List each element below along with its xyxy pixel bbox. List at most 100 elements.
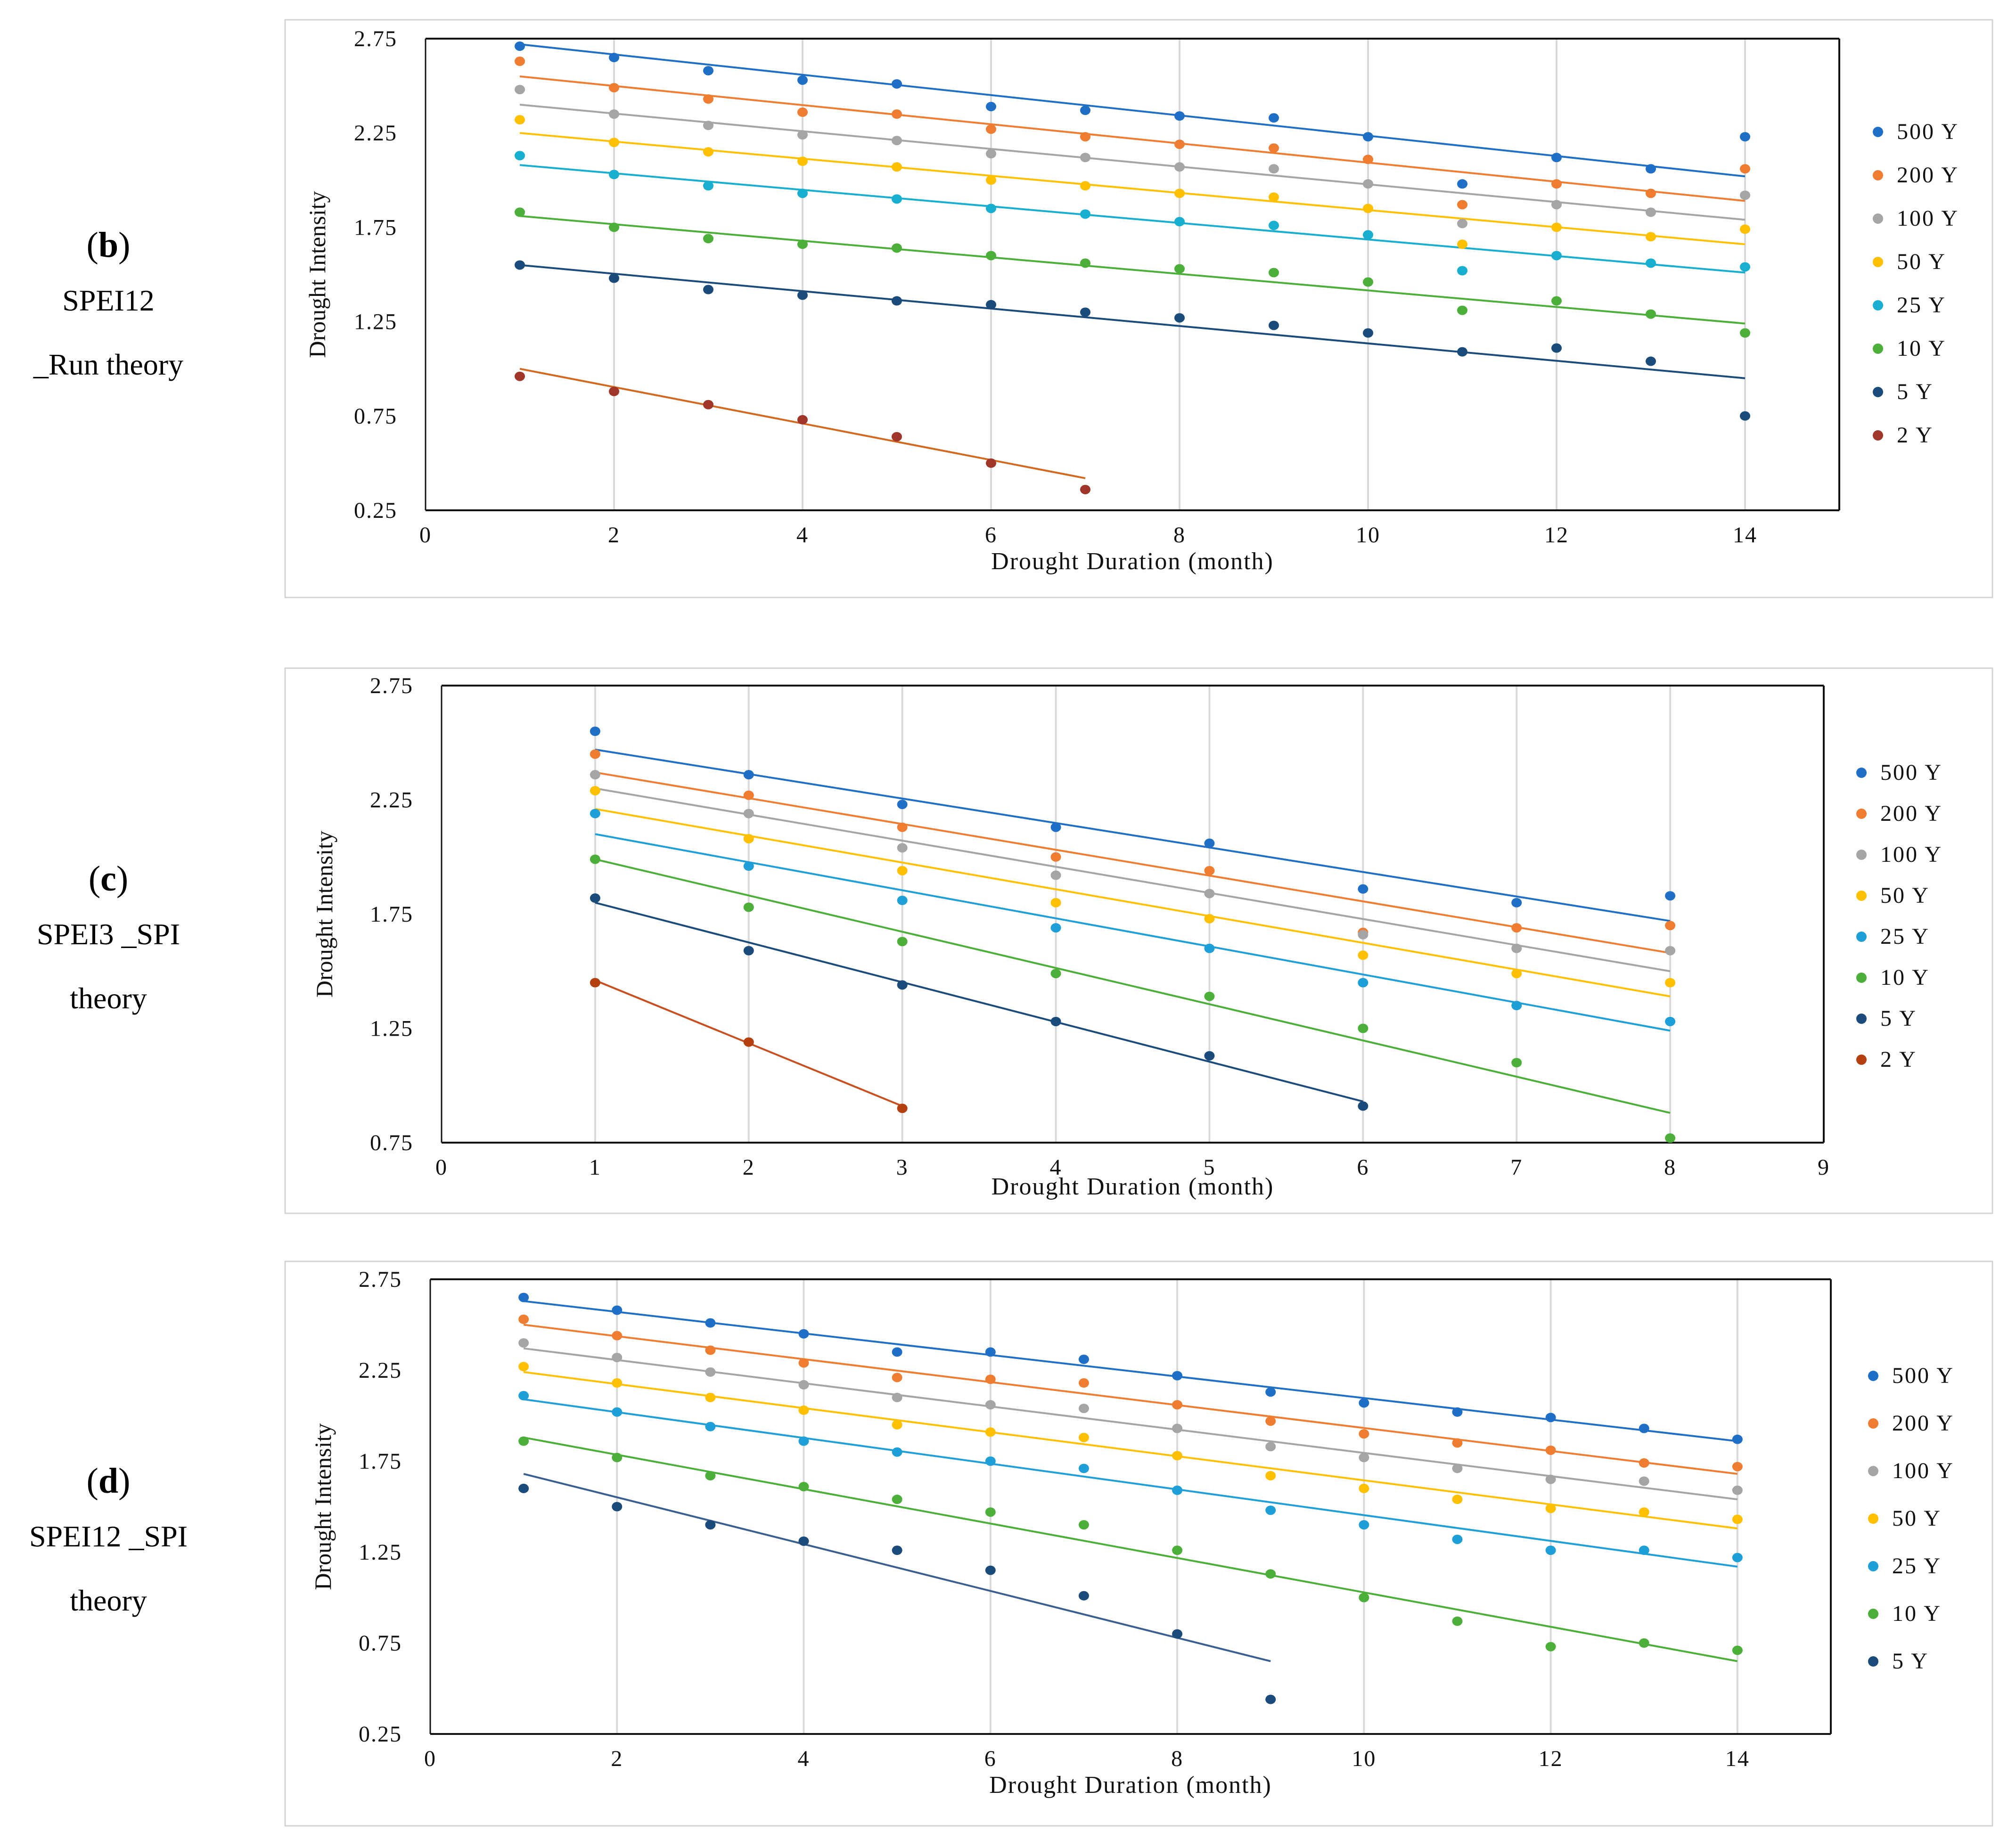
panel-letter: (d) xyxy=(86,1461,131,1501)
data-point xyxy=(892,1392,902,1402)
data-point xyxy=(1265,1694,1276,1704)
legend-marker xyxy=(1856,1055,1867,1065)
data-point xyxy=(1172,1371,1183,1381)
data-point xyxy=(1172,1545,1183,1555)
data-point xyxy=(705,1318,716,1328)
data-point xyxy=(797,239,808,249)
data-point xyxy=(797,290,808,300)
x-tick-label: 2 xyxy=(743,1155,755,1180)
data-point xyxy=(590,978,600,988)
y-tick-label: 0.25 xyxy=(354,498,397,523)
panel-label-d: (d) SPEI12 _SPI theory xyxy=(0,1457,217,1633)
x-tick-label: 4 xyxy=(796,523,809,548)
data-point xyxy=(515,85,525,95)
legend-marker xyxy=(1873,127,1883,137)
y-axis-title: Drought Intensity xyxy=(311,831,337,998)
data-point xyxy=(1646,258,1656,268)
data-point xyxy=(1204,991,1215,1001)
data-point xyxy=(1732,1462,1743,1472)
data-point xyxy=(1080,258,1090,268)
x-tick-label: 9 xyxy=(1818,1155,1830,1180)
data-point xyxy=(798,1358,809,1368)
x-tick-label: 0 xyxy=(435,1155,448,1180)
data-point xyxy=(1050,898,1061,908)
legend-marker xyxy=(1868,1371,1878,1381)
chart-frame xyxy=(284,19,1993,598)
data-point xyxy=(892,79,902,89)
data-point xyxy=(1551,222,1562,232)
data-point xyxy=(986,300,996,310)
data-point xyxy=(703,94,713,104)
data-point xyxy=(897,937,908,947)
data-point xyxy=(590,893,600,903)
legend-marker xyxy=(1856,891,1867,901)
legend-label: 500 Y xyxy=(1892,1363,1954,1388)
y-tick-label: 2.75 xyxy=(370,673,413,698)
data-point xyxy=(1740,328,1750,338)
data-point xyxy=(1358,930,1369,940)
data-point xyxy=(743,861,754,871)
data-point xyxy=(892,1347,902,1357)
data-point xyxy=(743,834,754,843)
data-point xyxy=(985,1374,996,1384)
x-tick-label: 10 xyxy=(1352,1746,1376,1771)
trendline-50y xyxy=(595,808,1671,998)
data-point xyxy=(703,147,713,157)
chart-0: 0 2 4 6 8 10 12 14 0.25 0.75 1.25 1.75 2.25 2.75 Droug… xyxy=(284,19,1993,598)
data-point xyxy=(1665,1133,1676,1143)
data-point xyxy=(1078,1404,1089,1414)
data-point xyxy=(1511,969,1522,979)
data-point xyxy=(897,1104,908,1113)
data-point xyxy=(1174,264,1185,274)
y-tick-label: 1.25 xyxy=(370,1016,413,1041)
data-point xyxy=(892,136,902,146)
x-tick-label: 0 xyxy=(419,523,432,548)
data-point xyxy=(985,1427,996,1437)
data-point xyxy=(985,1507,996,1517)
data-point xyxy=(1732,1553,1743,1562)
data-point xyxy=(986,102,996,112)
data-point xyxy=(892,162,902,172)
data-point xyxy=(1359,1593,1369,1603)
y-tick-label: 0.25 xyxy=(359,1722,402,1747)
data-point xyxy=(1551,343,1562,353)
legend-label: 2 Y xyxy=(1897,423,1934,448)
data-point xyxy=(1358,978,1369,988)
data-point xyxy=(1174,313,1185,323)
data-point xyxy=(1359,1398,1369,1408)
data-point xyxy=(1204,1051,1215,1061)
data-point xyxy=(986,458,996,468)
y-tick-label: 1.75 xyxy=(370,902,413,927)
x-tick-label: 5 xyxy=(1203,1155,1215,1180)
data-point xyxy=(1732,1485,1743,1495)
data-point xyxy=(1174,162,1185,172)
data-point xyxy=(1452,1407,1463,1417)
data-point xyxy=(590,770,600,780)
data-point xyxy=(798,1436,809,1446)
data-point xyxy=(1269,113,1279,123)
data-point xyxy=(1172,1400,1183,1410)
data-point xyxy=(897,866,908,875)
legend-marker xyxy=(1868,1561,1878,1571)
x-tick-label: 2 xyxy=(611,1746,623,1771)
data-point xyxy=(609,273,619,283)
legend-label: 5 Y xyxy=(1892,1649,1929,1674)
data-point xyxy=(1174,217,1185,227)
data-point xyxy=(703,285,713,294)
data-point xyxy=(1050,870,1061,880)
data-point xyxy=(1204,943,1215,953)
data-point xyxy=(1050,969,1061,979)
data-point xyxy=(892,194,902,204)
data-point xyxy=(515,260,525,270)
data-point xyxy=(515,207,525,217)
data-point xyxy=(1551,153,1562,163)
legend-label: 2 Y xyxy=(1880,1047,1917,1072)
data-point xyxy=(1639,1423,1649,1433)
legend-marker xyxy=(1873,343,1883,354)
x-tick-label: 4 xyxy=(1050,1155,1062,1180)
trendline-50y xyxy=(523,1371,1738,1529)
panel-caption-line: SPEI3 _SPI xyxy=(36,917,180,951)
legend-marker xyxy=(1856,768,1867,778)
legend-label: 500 Y xyxy=(1897,119,1959,144)
